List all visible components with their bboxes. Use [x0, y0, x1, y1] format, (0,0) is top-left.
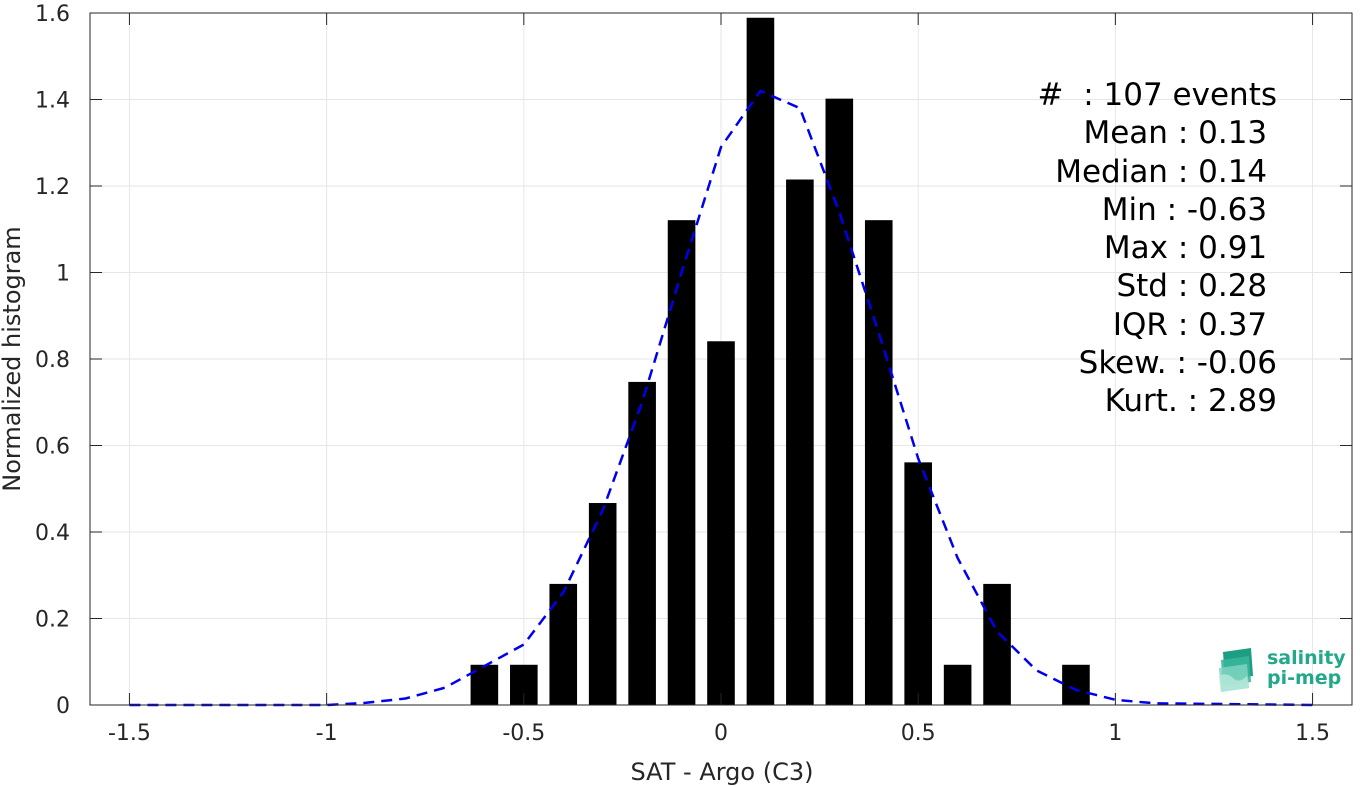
stat-std: Std : 0.28: [1116, 268, 1277, 305]
x-tick-label: -1: [316, 721, 338, 746]
y-tick-label: 0.6: [35, 435, 70, 460]
fit-curve-group: [129, 89, 1313, 707]
histogram-bar: [707, 341, 735, 705]
histogram-bar: [549, 583, 578, 705]
y-tick-labels: 0 0.2 0.4 0.6 0.8 1 1.2 1.4 1.6: [35, 2, 70, 719]
histogram-bar: [746, 17, 775, 705]
y-tick-label: 1.4: [35, 89, 70, 114]
x-tick-label: 1: [1108, 721, 1122, 746]
stat-count: # : 107 events: [1037, 77, 1277, 113]
x-tick-label: -1.5: [108, 721, 151, 746]
grid-lines: [90, 12, 1352, 706]
y-tick-label: 1: [56, 262, 70, 287]
wave-stack-icon: [1219, 648, 1253, 692]
histogram-bar: [864, 220, 893, 706]
x-axis-label: SAT - Argo (C3): [631, 758, 814, 786]
histogram-bar: [825, 98, 854, 705]
histogram-bar: [1062, 664, 1090, 705]
stat-skew: Skew. : -0.06: [1078, 345, 1277, 382]
stat-mean: Mean : 0.13: [1083, 115, 1277, 152]
stat-kurt: Kurt. : 2.89: [1104, 383, 1277, 420]
histogram-bar: [786, 179, 814, 705]
histogram-bar: [667, 220, 696, 706]
stat-iqr: IQR : 0.37: [1112, 306, 1277, 343]
logo-line-1: salinity: [1267, 647, 1346, 669]
y-tick-label: 0.2: [35, 608, 70, 633]
stat-min: Min : -0.63: [1101, 191, 1277, 228]
y-axis-label: Normalized histogram: [0, 226, 26, 491]
x-tick-label: 1.5: [1295, 721, 1330, 746]
x-tick-label: -0.5: [502, 721, 545, 746]
histogram-bar: [628, 381, 656, 705]
histogram-bar: [904, 462, 932, 705]
x-tick-label: 0.5: [901, 721, 936, 746]
salinity-pimep-logo: salinity pi-mep: [1217, 646, 1347, 694]
x-tick-labels: -1.5 -1 -0.5 0 0.5 1 1.5: [108, 721, 1330, 746]
y-tick-label: 0: [56, 694, 70, 719]
x-tick-label: 0: [714, 721, 728, 746]
histogram-bars: [470, 17, 1090, 706]
logo-line-2: pi-mep: [1267, 667, 1342, 689]
histogram-bar: [983, 583, 1011, 705]
stat-max: Max : 0.91: [1103, 230, 1277, 267]
y-tick-label: 1.2: [35, 175, 70, 200]
statistics-panel: # : 107 events Mean : 0.13 Median : 0.14…: [1038, 76, 1277, 421]
logo-text: salinity pi-mep: [1267, 648, 1346, 688]
histogram-bar: [588, 503, 617, 705]
y-tick-label: 0.8: [35, 348, 70, 373]
axes-frame: [89, 12, 1353, 706]
histogram-bar: [943, 664, 972, 705]
fit-curve: [129, 89, 1313, 707]
y-tick-label: 0.4: [35, 521, 70, 546]
y-tick-label: 1.6: [35, 2, 70, 27]
stat-median: Median : 0.14: [1055, 153, 1277, 190]
